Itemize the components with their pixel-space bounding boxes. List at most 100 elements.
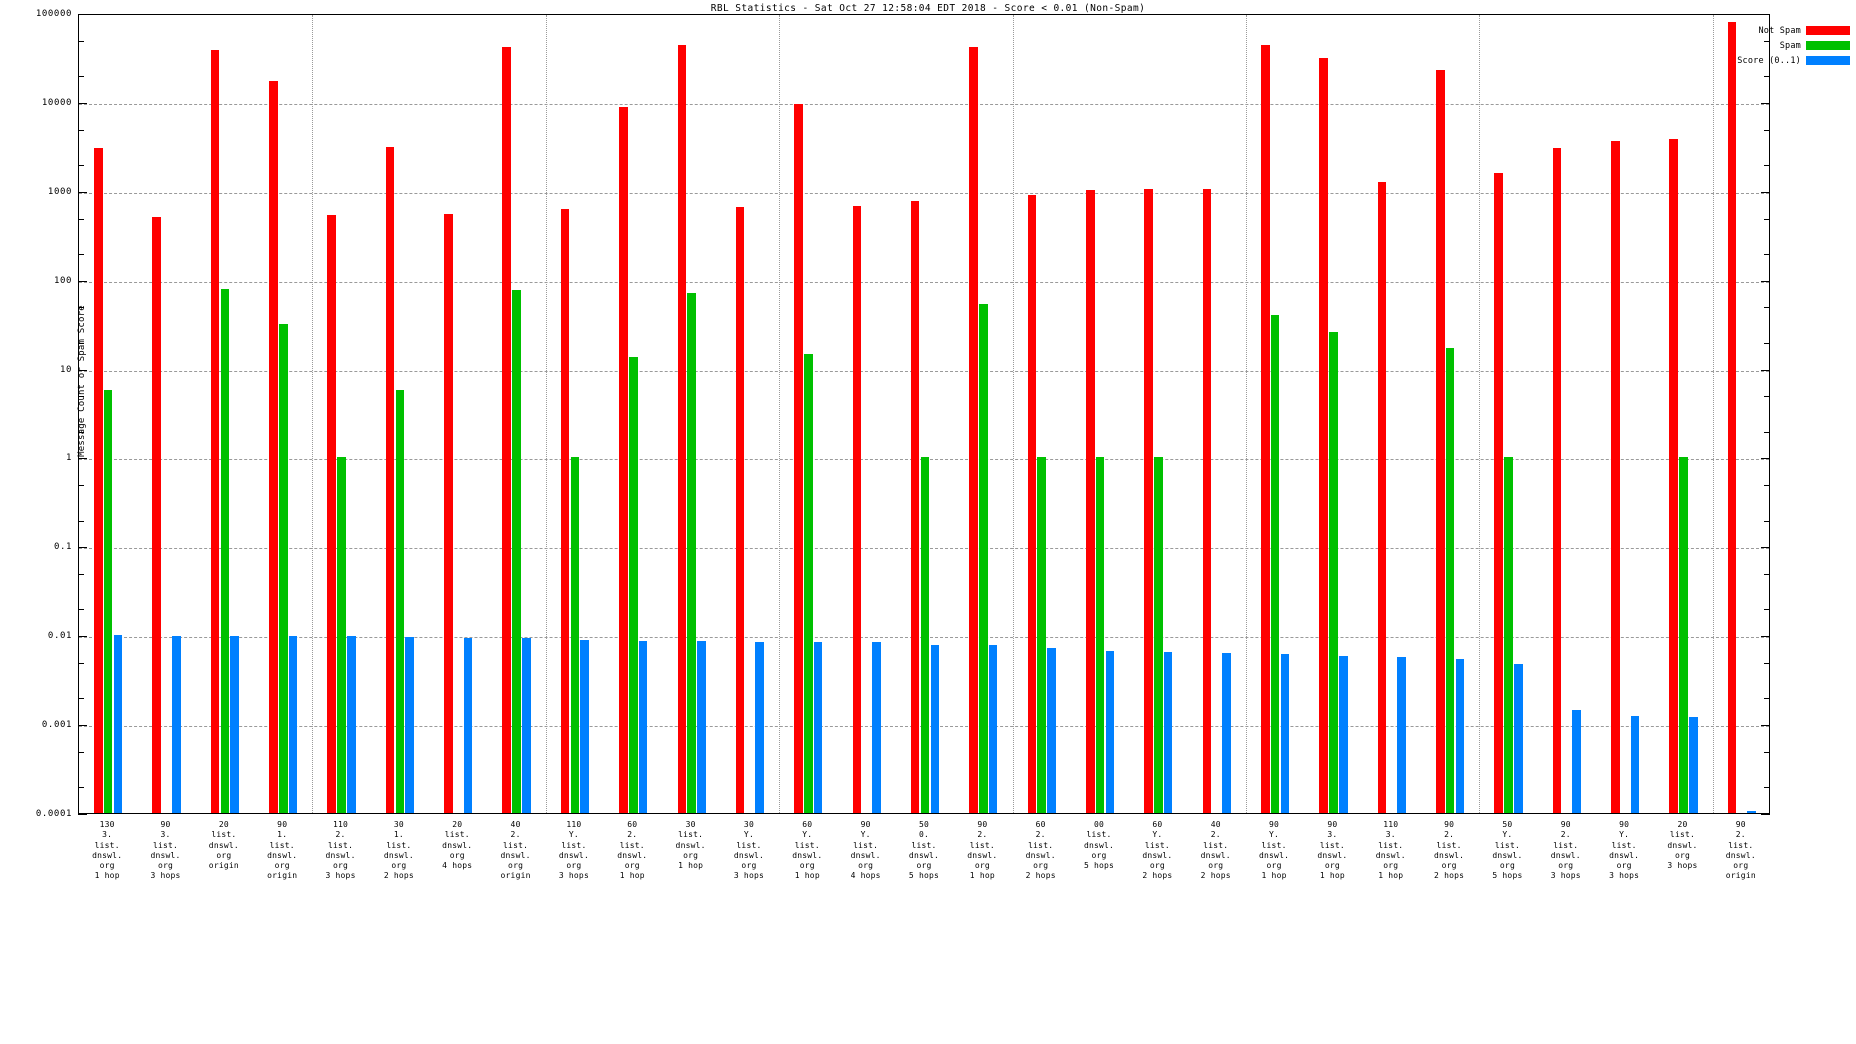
y-tick-minor-right [1764, 787, 1770, 789]
chart-title: RBL Statistics - Sat Oct 27 12:58:04 EDT… [710, 3, 1146, 14]
bar-spam [1095, 457, 1105, 813]
x-axis-tick-labels: 130 3. list. dnswl. org 1 hop 90 3. list.… [0, 820, 1856, 930]
y-tick-minor [78, 165, 84, 167]
bar-spam [570, 457, 580, 813]
y-tick-minor [78, 787, 84, 789]
x-tick-label: 50 0. list. dnswl. org 5 hops [908, 820, 940, 881]
y-tick-minor [78, 307, 84, 309]
bar-score [638, 641, 648, 813]
bar-score [1163, 651, 1173, 813]
bar-not-spam [1202, 188, 1212, 813]
bar-not-spam [1085, 190, 1095, 813]
x-tick-label: 60 2. list. dnswl. org 1 hop [617, 820, 648, 881]
bar-not-spam [619, 107, 628, 813]
y-tick-minor-right [1764, 520, 1770, 522]
grid-line-v [1245, 15, 1247, 813]
grid-line-v [1012, 15, 1014, 813]
y-tick-major [78, 280, 87, 282]
bar-spam [1679, 457, 1688, 813]
x-tick-label: 20 list. dnswl. org 4 hops [442, 820, 473, 871]
bar-not-spam [94, 148, 103, 813]
y-tick-major [78, 547, 87, 549]
bar-not-spam [910, 201, 920, 813]
legend-label-not-spam: Not Spam [1758, 25, 1801, 36]
bar-spam [1037, 457, 1046, 813]
y-tick-minor [78, 431, 84, 433]
bar-not-spam [1144, 189, 1153, 813]
y-tick-major-right [1761, 725, 1770, 727]
y-tick-major [78, 14, 87, 15]
y-tick-minor-right [1764, 76, 1770, 78]
bar-not-spam [677, 44, 687, 813]
bar-score [405, 636, 414, 813]
x-tick-label: 90 3. list. dnswl. org 3 hops [150, 820, 181, 881]
bar-not-spam [1027, 195, 1037, 813]
x-tick-label: 40 2. list. dnswl. org origin [500, 820, 531, 881]
y-tick-minor-right [1764, 609, 1770, 611]
grid-line-v [1712, 15, 1714, 813]
grid-line-h [79, 370, 1769, 372]
y-tick-minor [78, 129, 84, 131]
bar-score [1455, 659, 1465, 813]
y-tick-major [78, 814, 87, 815]
bar-score [288, 636, 298, 813]
y-tick-label: 0.01 [47, 631, 72, 642]
grid-line-v [779, 15, 781, 813]
y-tick-minor-right [1764, 165, 1770, 167]
y-tick-label: 0.1 [53, 542, 72, 553]
bar-score [522, 638, 531, 813]
y-tick-minor [78, 342, 84, 344]
bar-score [463, 637, 473, 813]
x-tick-label: 30 Y. list. dnswl. org 3 hops [733, 820, 764, 881]
bar-not-spam [1494, 172, 1503, 813]
bar-score [580, 640, 590, 813]
bar-not-spam [210, 50, 220, 813]
bars-layer [79, 15, 1769, 813]
y-tick-major [78, 636, 87, 638]
legend-item-not-spam: Not Spam [1680, 24, 1850, 37]
x-tick-label: 30 1. list. dnswl. org 2 hops [383, 820, 414, 881]
y-tick-minor-right [1764, 698, 1770, 700]
x-tick-label: 90 Y. list. dnswl. org 3 hops [1609, 820, 1640, 881]
y-tick-label: 100000 [35, 9, 72, 19]
y-tick-label: 10 [59, 364, 72, 375]
x-tick-label: 110 3. list. dnswl. org 1 hop [1375, 820, 1406, 881]
x-tick-label: 90 1. list. dnswl. org origin [267, 820, 298, 881]
bar-spam [1154, 457, 1163, 813]
bar-not-spam [269, 81, 278, 813]
bar-spam [103, 389, 113, 813]
bar-spam [395, 390, 405, 813]
bar-spam [979, 304, 988, 813]
x-tick-label: 90 3. list. dnswl. org 1 hop [1317, 820, 1348, 881]
y-tick-label: 0.0001 [35, 809, 72, 819]
legend: Not Spam Spam Score (0..1) [1680, 24, 1850, 69]
y-tick-minor-right [1764, 253, 1770, 255]
bar-not-spam [1552, 148, 1562, 813]
legend-swatch-score [1806, 56, 1850, 65]
grid-line-v [1479, 15, 1481, 813]
x-tick-label: 60 Y. list. dnswl. org 2 hops [1142, 820, 1173, 881]
y-tick-major [78, 458, 87, 460]
y-tick-label: 10000 [41, 97, 72, 108]
bar-not-spam [560, 209, 570, 813]
bar-spam [687, 293, 696, 813]
bar-score [1280, 654, 1290, 813]
grid-line-h [79, 281, 1769, 283]
x-tick-label: 40 2. list. dnswl. org 2 hops [1200, 820, 1231, 881]
bar-score [230, 636, 239, 813]
y-tick-minor-right [1764, 574, 1770, 576]
y-tick-minor [78, 751, 84, 753]
x-tick-label: 90 2. list. dnswl. org origin [1725, 820, 1756, 881]
bar-not-spam [327, 215, 337, 813]
bar-not-spam [969, 46, 978, 813]
x-tick-label: 90 Y. list. dnswl. org 4 hops [850, 820, 881, 881]
x-tick-label: 30 list. dnswl. org 1 hop [675, 820, 706, 871]
x-tick-label: 130 3. list. dnswl. org 1 hop [92, 820, 123, 881]
x-tick-label: 110 2. list. dnswl. org 3 hops [325, 820, 356, 881]
bar-spam [337, 457, 346, 813]
y-axis-title: Message Count or Spam Score [77, 305, 87, 457]
bar-not-spam [794, 103, 803, 813]
y-tick-major-right [1761, 458, 1770, 460]
bar-score [172, 636, 181, 813]
y-tick-minor-right [1764, 431, 1770, 433]
